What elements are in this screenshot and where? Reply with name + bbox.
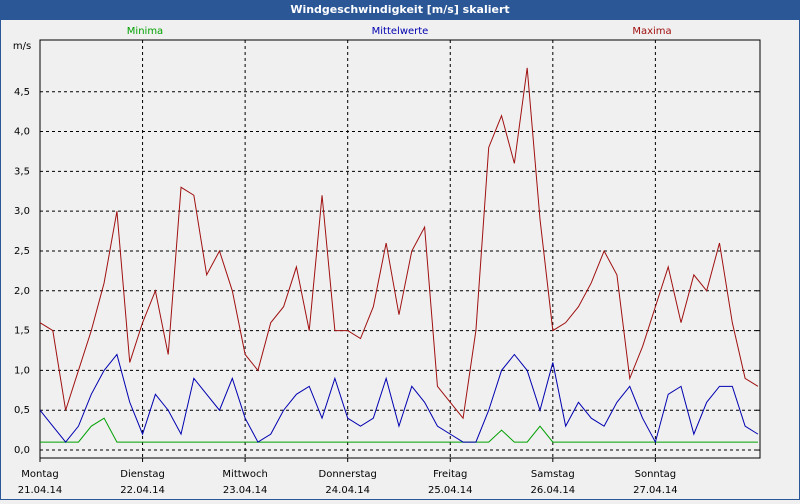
x-tick-date: 25.04.14	[428, 485, 473, 496]
x-tick-label: Dienstag	[120, 469, 165, 480]
plot-frame	[39, 39, 761, 459]
y-tick-label: 0,5	[14, 405, 30, 416]
y-tick-label: 4,5	[14, 87, 30, 98]
x-tick-label: Sonntag	[635, 469, 677, 480]
x-tick-label: Montag	[21, 469, 58, 480]
y-tick-label: 2,5	[14, 246, 30, 257]
x-tick-label: Samstag	[531, 469, 575, 480]
legend-entry: Maxima	[632, 26, 671, 37]
y-tick-label: 2,0	[14, 286, 30, 297]
x-tick-date: 27.04.14	[633, 485, 678, 496]
y-tick-label: 3,5	[14, 166, 30, 177]
x-tick-label: Freitag	[433, 469, 467, 480]
y-axis-label: m/s	[13, 41, 31, 52]
y-tick-label: 0,0	[14, 445, 30, 456]
y-tick-label: 4,0	[14, 127, 30, 138]
x-tick-date: 24.04.14	[325, 485, 370, 496]
chart-title: Windgeschwindigkeit [m/s] skaliert	[290, 3, 509, 16]
y-tick-label: 1,5	[14, 326, 30, 337]
x-tick-label: Donnerstag	[319, 469, 377, 480]
x-tick-date: 23.04.14	[223, 485, 268, 496]
x-tick-date: 21.04.14	[18, 485, 63, 496]
series-line	[40, 417, 758, 443]
x-tick-label: Mittwoch	[222, 469, 267, 480]
legend-entry: Minima	[127, 26, 163, 37]
series-line	[39, 67, 759, 420]
x-tick-date: 26.04.14	[531, 485, 576, 496]
series-line	[39, 353, 759, 444]
legend-entry: Mittelwerte	[372, 26, 429, 37]
y-tick-label: 1,0	[14, 365, 30, 376]
title-bar	[0, 0, 800, 20]
x-tick-date: 22.04.14	[120, 485, 165, 496]
y-tick-label: 3,0	[14, 206, 30, 217]
